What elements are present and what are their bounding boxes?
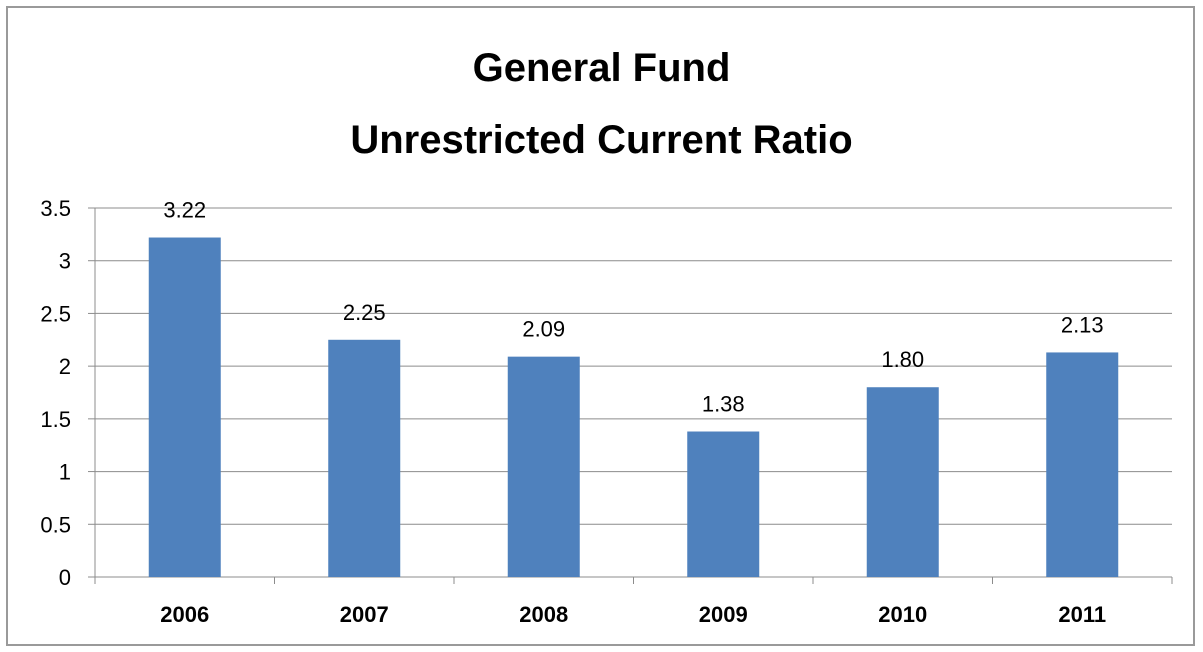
bar-2006 [148, 237, 221, 577]
bar-2010 [866, 387, 939, 577]
y-tick-label-1: 1 [59, 460, 71, 485]
bar-2009 [687, 431, 760, 577]
y-tick-label-2: 2 [59, 354, 71, 379]
x-tick-label-2008: 2008 [519, 602, 568, 627]
y-tick-label-3: 3 [59, 249, 71, 274]
chart-title-line-1: General Fund [472, 46, 731, 90]
y-tick-label-3.5: 3.5 [40, 196, 71, 221]
chart-title-line-2: Unrestricted Current Ratio [350, 118, 853, 162]
x-tick-label-2007: 2007 [340, 602, 389, 627]
bar-2008 [507, 356, 580, 577]
data-label-2006: 3.22 [163, 198, 206, 223]
data-label-2009: 1.38 [702, 392, 745, 417]
bar-2011 [1046, 352, 1119, 577]
x-tick-label-2006: 2006 [160, 602, 209, 627]
y-tick-label-1.5: 1.5 [40, 407, 71, 432]
data-label-2007: 2.25 [343, 300, 386, 325]
y-tick-label-0.5: 0.5 [40, 512, 71, 537]
data-label-2010: 1.80 [881, 347, 924, 372]
y-tick-label-2.5: 2.5 [40, 301, 71, 326]
x-tick-label-2011: 2011 [1058, 602, 1106, 627]
data-label-2008: 2.09 [522, 317, 565, 342]
bar-2007 [328, 339, 401, 577]
y-tick-label-0: 0 [59, 565, 71, 590]
x-tick-label-2010: 2010 [878, 602, 927, 627]
x-tick-label-2009: 2009 [699, 602, 748, 627]
data-label-2011: 2.13 [1061, 312, 1104, 337]
